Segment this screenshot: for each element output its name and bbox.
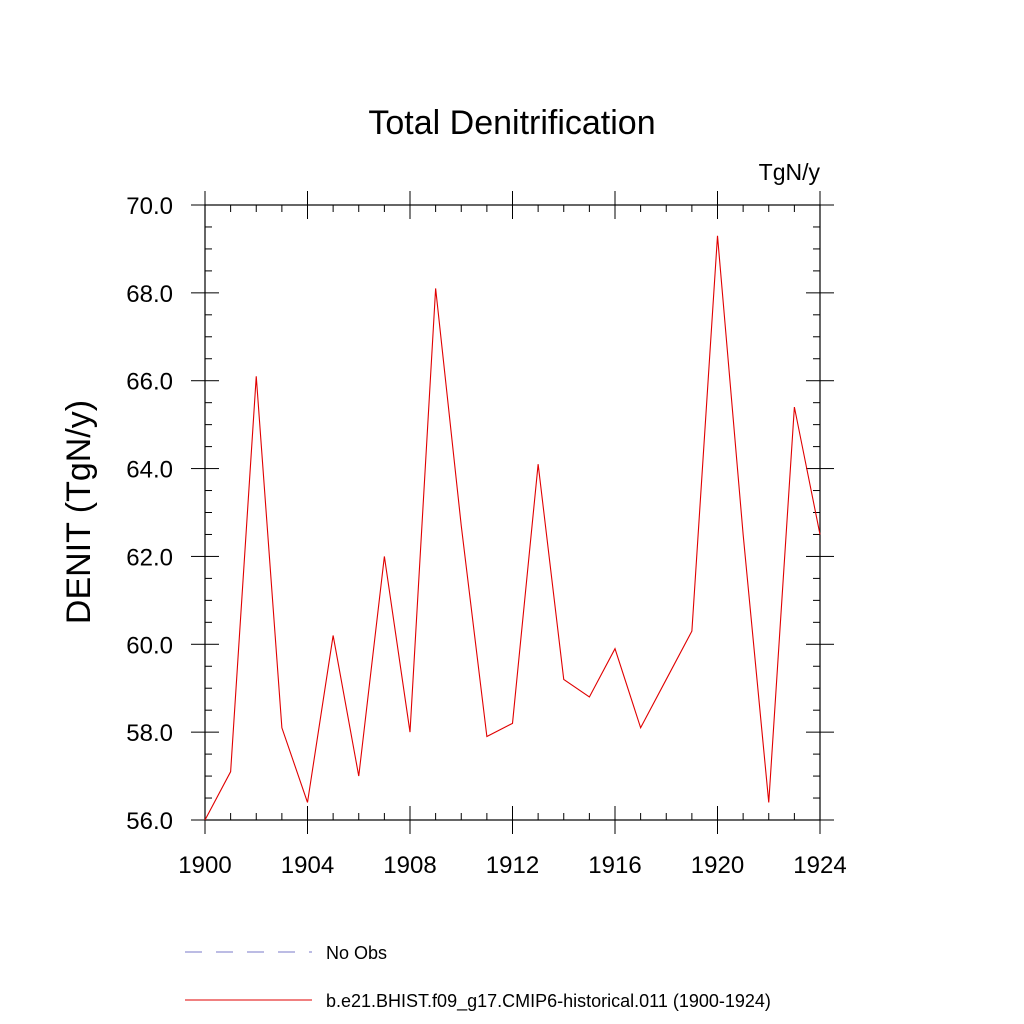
y-tick-label: 58.0	[126, 720, 173, 747]
x-tick-label: 1920	[691, 852, 744, 879]
y-tick-label: 56.0	[126, 808, 173, 835]
x-tick-label: 1916	[588, 852, 641, 879]
x-tick-label: 1900	[178, 852, 231, 879]
series-line-0	[204, 235, 821, 821]
x-tick-label: 1904	[281, 852, 334, 879]
plot-frame	[204, 204, 821, 821]
y-axis-label: DENIT (TgN/y)	[60, 400, 98, 624]
x-tick-label: 1908	[383, 852, 436, 879]
x-tick-label: 1912	[486, 852, 539, 879]
legend-label: b.e21.BHIST.f09_g17.CMIP6-historical.011…	[326, 991, 771, 1012]
units-label: TgN/y	[759, 159, 821, 185]
x-tick-label: 1924	[793, 852, 846, 879]
legend-label: No Obs	[326, 943, 387, 963]
chart-title: Total Denitrification	[368, 104, 655, 142]
y-tick-label: 64.0	[126, 457, 173, 484]
y-tick-label: 60.0	[126, 632, 173, 659]
y-tick-label: 66.0	[126, 369, 173, 396]
y-tick-label: 62.0	[126, 544, 173, 571]
y-tick-label: 68.0	[126, 281, 173, 308]
legend: No Obs b.e21.BHIST.f09_g17.CMIP6-historic…	[185, 943, 771, 1012]
plot-area: 1900 1904 1908 1912 1916 1920 1924 56.0 58.0 60.0…	[126, 191, 847, 879]
y-tick-label: 70.0	[126, 193, 173, 220]
